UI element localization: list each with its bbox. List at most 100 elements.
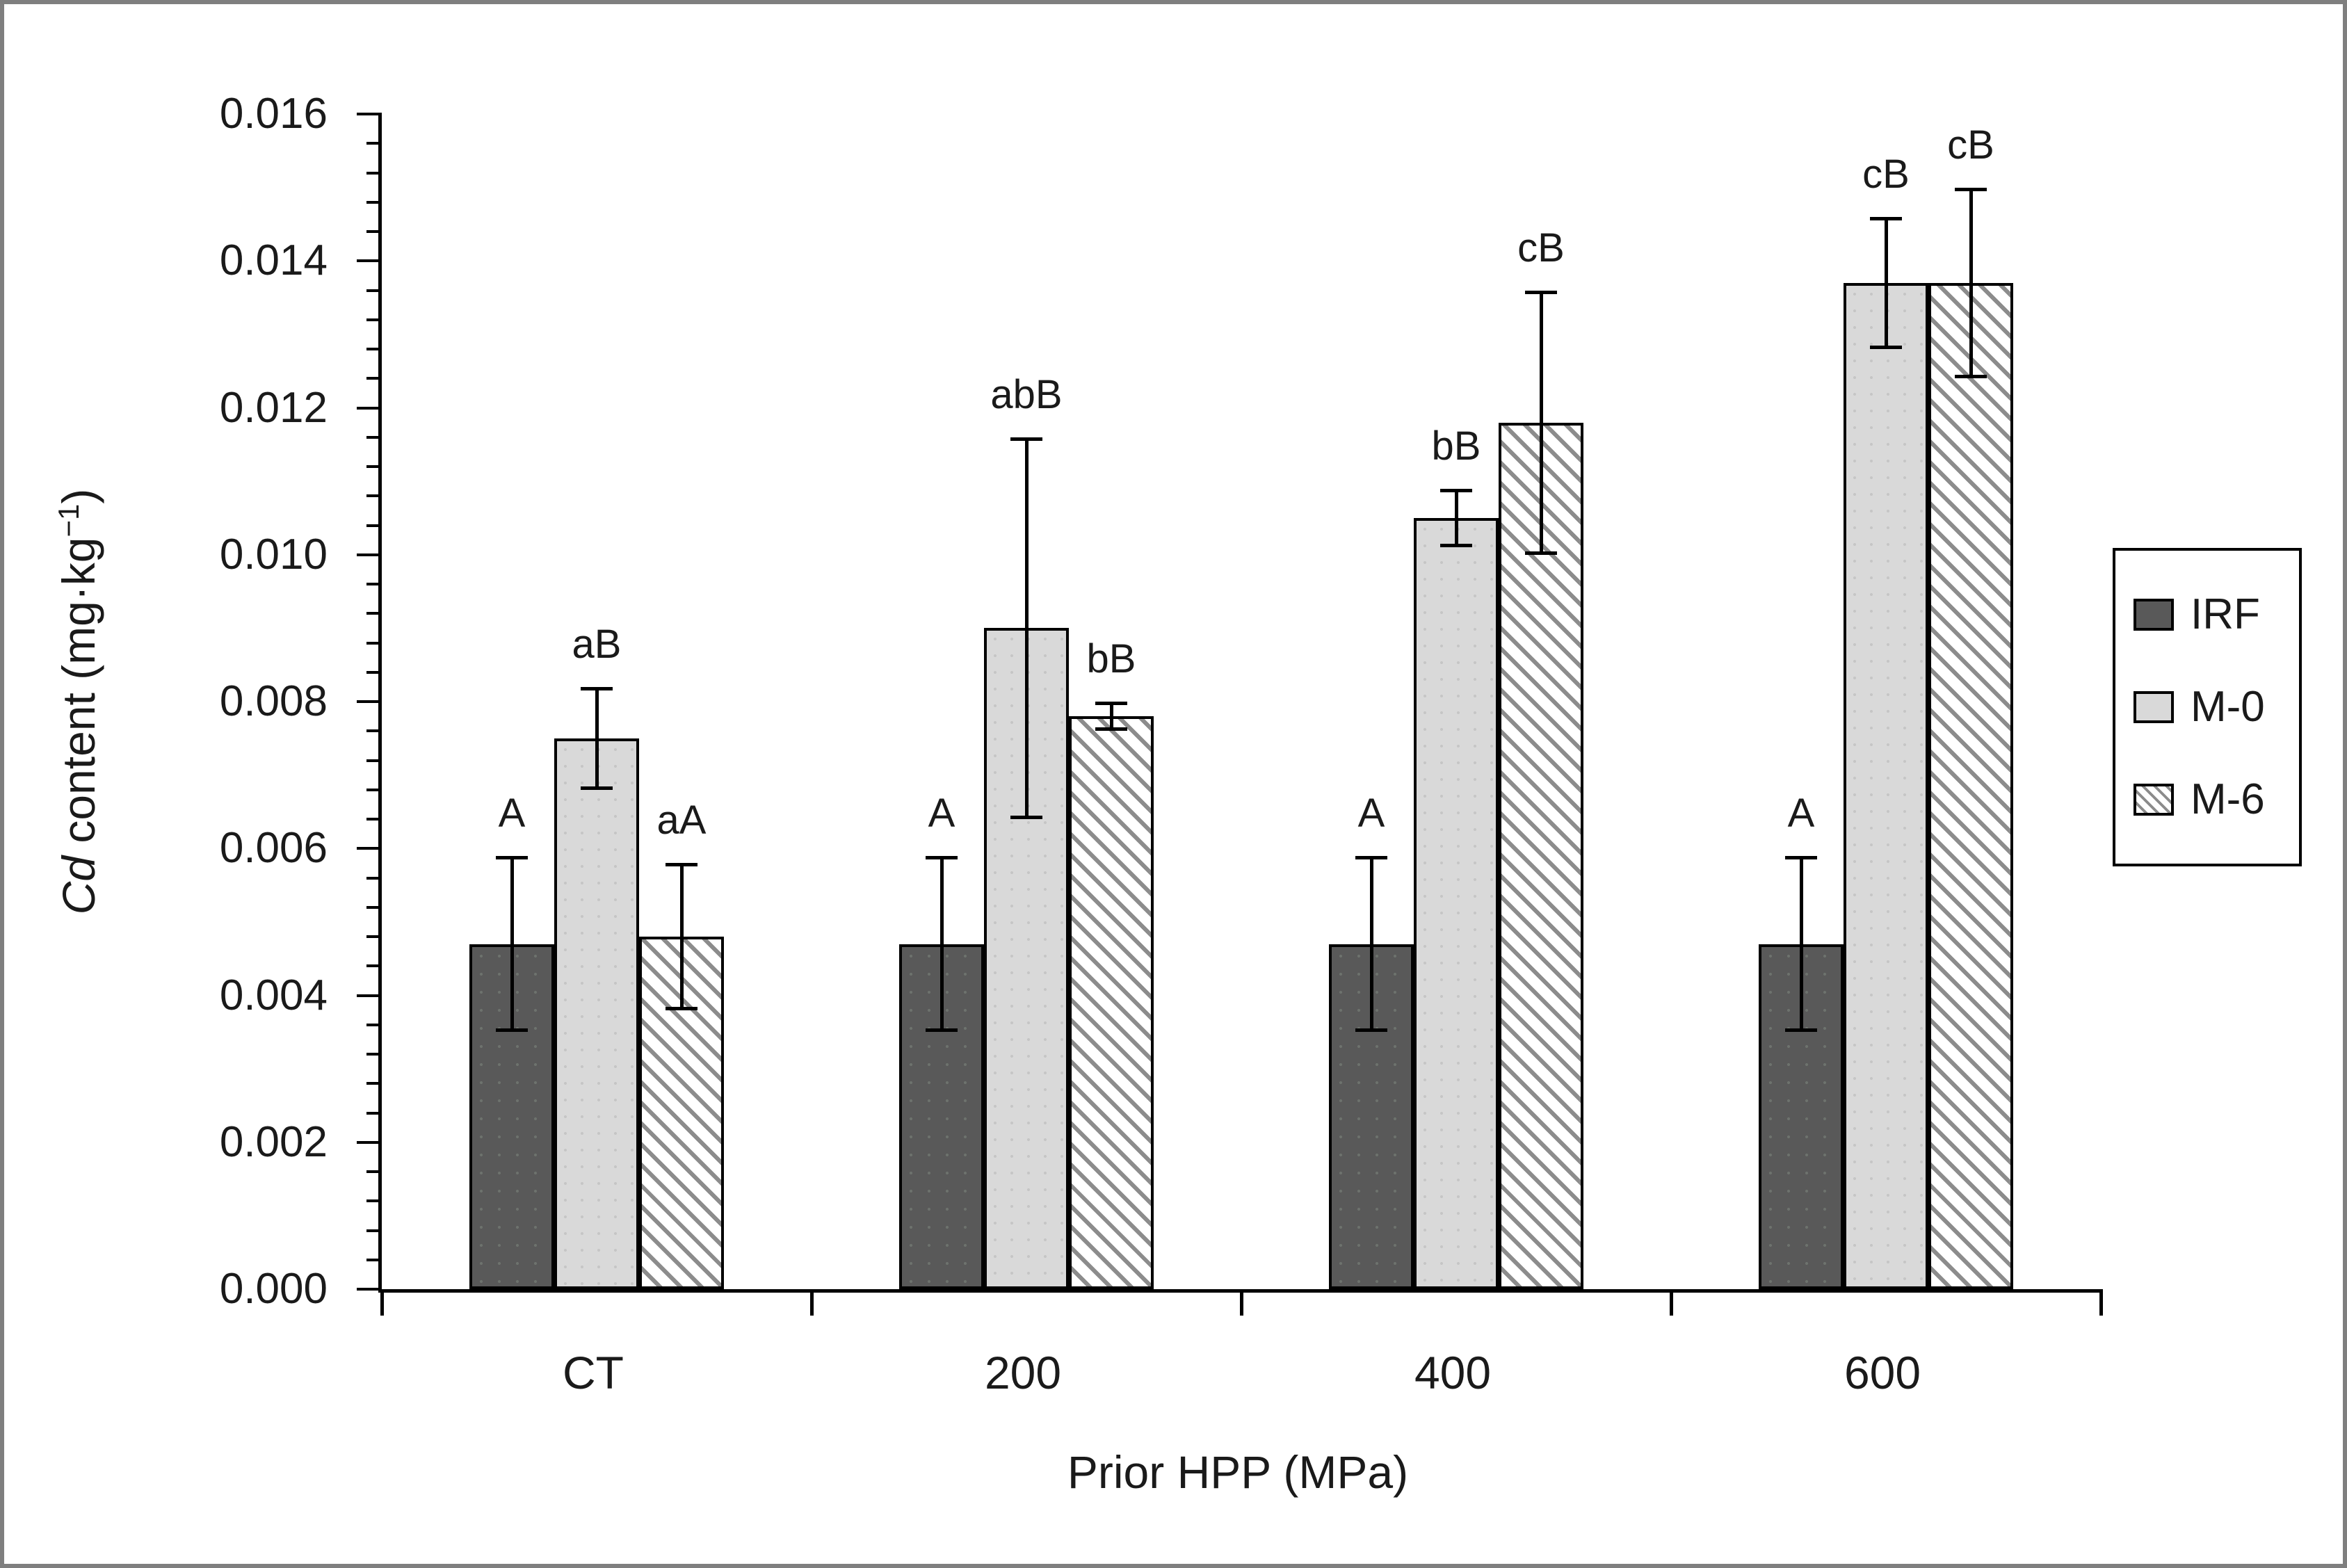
error-bar-M-0-600 <box>1884 216 1888 349</box>
x-axis-category-label-200: 200 <box>984 1347 1062 1398</box>
y-axis-minor-tick <box>366 641 382 645</box>
y-axis-minor-tick <box>366 1111 382 1115</box>
bar-M-0-600 <box>1844 282 1928 1289</box>
error-cap-bottom-M-0-200 <box>1010 816 1042 819</box>
x-axis-category-label-400: 400 <box>1414 1347 1492 1398</box>
y-axis-minor-tick <box>366 612 382 615</box>
error-cap-top-IRF-400 <box>1355 855 1387 859</box>
error-bar-M-0-200 <box>1024 437 1029 819</box>
x-axis-category-label-600: 600 <box>1844 1347 1921 1398</box>
error-cap-bottom-IRF-CT <box>496 1028 528 1033</box>
error-bar-M-6-CT <box>679 863 684 1010</box>
x-axis-tick <box>380 1289 384 1316</box>
y-axis-tick-label: 0.014 <box>219 236 328 285</box>
bar-M-6-200 <box>1069 716 1154 1289</box>
significance-label-M-6-600: cB <box>1947 122 1994 168</box>
significance-label-IRF-600: A <box>1787 790 1815 836</box>
significance-label-IRF-CT: A <box>498 790 526 836</box>
y-axis-title-superscript: −1 <box>52 503 85 538</box>
error-bar-IRF-CT <box>510 855 514 1033</box>
y-axis-minor-tick <box>366 964 382 968</box>
error-cap-bottom-IRF-400 <box>1355 1028 1387 1033</box>
bar-M-0-400 <box>1414 517 1499 1289</box>
error-cap-bottom-M-6-CT <box>666 1006 697 1010</box>
bar-M-6-400 <box>1499 422 1583 1289</box>
x-axis-tick <box>1670 1289 1673 1316</box>
y-axis-minor-tick <box>366 759 382 762</box>
significance-label-M-6-400: cB <box>1517 225 1565 270</box>
error-cap-bottom-IRF-600 <box>1785 1028 1817 1033</box>
y-axis-major-tick <box>357 259 382 263</box>
error-cap-bottom-M-0-600 <box>1870 346 1902 349</box>
y-axis-minor-tick <box>366 348 382 350</box>
y-axis-major-tick <box>357 113 382 115</box>
y-axis-minor-tick <box>366 435 382 439</box>
error-cap-top-IRF-CT <box>496 855 528 859</box>
y-axis-tick-label: 0.000 <box>219 1265 328 1313</box>
y-axis-major-tick <box>357 1288 382 1291</box>
y-axis-title-text-part: content (mg·kg <box>53 537 104 857</box>
y-axis-tick-label: 0.010 <box>219 530 328 579</box>
bar-M-6-CT <box>639 937 724 1289</box>
error-cap-bottom-M-6-600 <box>1955 375 1987 379</box>
y-axis-tick-label: 0.006 <box>219 824 328 873</box>
legend-label-M-6: M-6 <box>2191 775 2265 823</box>
y-axis-minor-tick <box>366 729 382 733</box>
significance-label-M-6-CT: aA <box>656 798 707 843</box>
legend-item-M-6: M-6 <box>2134 775 2289 823</box>
error-bar-M-6-200 <box>1109 702 1113 732</box>
error-bar-M-0-CT <box>595 686 599 790</box>
bar-IRF-200 <box>899 944 984 1289</box>
error-cap-top-M-6-400 <box>1525 290 1557 294</box>
significance-label-M-0-400: bB <box>1431 423 1481 469</box>
y-axis-minor-tick <box>366 1023 382 1026</box>
error-bar-M-0-400 <box>1454 488 1458 548</box>
y-axis-minor-tick <box>366 494 382 498</box>
y-axis-tick-label: 0.004 <box>219 971 328 1019</box>
error-cap-top-M-0-200 <box>1010 437 1042 441</box>
error-cap-top-M-0-CT <box>581 686 613 690</box>
bar-IRF-CT <box>469 944 554 1289</box>
y-axis-minor-tick <box>366 142 382 145</box>
x-axis-tick <box>1240 1289 1243 1316</box>
y-axis-minor-tick <box>366 1170 382 1173</box>
bar-M-6-600 <box>1928 282 2013 1289</box>
y-axis-minor-tick <box>366 788 382 791</box>
error-cap-top-IRF-600 <box>1785 855 1817 859</box>
error-cap-bottom-IRF-200 <box>926 1028 958 1033</box>
error-cap-top-M-6-600 <box>1955 187 1987 191</box>
error-cap-top-IRF-200 <box>926 855 958 859</box>
significance-label-IRF-400: A <box>1357 790 1385 836</box>
error-bar-M-6-600 <box>1969 187 1973 379</box>
y-axis-minor-tick <box>366 583 382 585</box>
y-axis-major-tick <box>357 553 382 556</box>
y-axis-tick-label: 0.002 <box>219 1117 328 1166</box>
legend-item-M-0: M-0 <box>2134 685 2289 729</box>
y-axis-minor-tick <box>366 377 382 380</box>
y-axis-minor-tick <box>366 230 382 233</box>
error-cap-bottom-M-0-CT <box>581 786 613 790</box>
error-cap-top-M-0-400 <box>1440 488 1472 492</box>
y-axis-minor-tick <box>366 670 382 674</box>
error-cap-bottom-M-6-200 <box>1095 727 1127 732</box>
error-bar-IRF-200 <box>939 855 944 1033</box>
significance-label-M-0-600: cB <box>1862 151 1910 197</box>
y-axis-minor-tick <box>366 1258 382 1261</box>
chart-legend: IRF M-0 M-6 <box>2113 548 2302 866</box>
error-cap-bottom-M-0-400 <box>1440 544 1472 548</box>
error-cap-bottom-M-6-400 <box>1525 551 1557 555</box>
x-axis-tick <box>2099 1289 2103 1316</box>
error-bar-IRF-600 <box>1799 855 1803 1033</box>
x-axis-title: Prior HPP (MPa) <box>1067 1446 1409 1498</box>
legend-item-IRF: IRF <box>2134 593 2289 636</box>
legend-swatch-IRF <box>2134 599 2174 631</box>
significance-label-M-0-200: abB <box>990 371 1063 417</box>
y-axis-minor-tick <box>366 1199 382 1203</box>
legend-swatch-M-6 <box>2134 783 2174 816</box>
error-bar-IRF-400 <box>1369 855 1373 1033</box>
y-axis-tick-label: 0.008 <box>219 677 328 725</box>
y-axis-title-closing: ) <box>53 488 104 504</box>
legend-label-IRF: IRF <box>2191 590 2260 639</box>
